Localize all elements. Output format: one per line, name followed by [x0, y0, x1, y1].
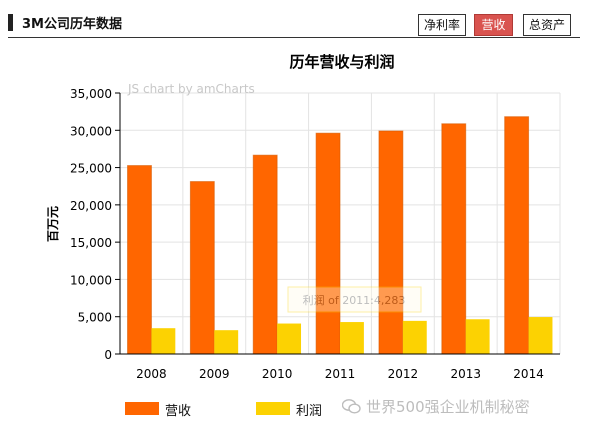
legend-swatch-revenue	[125, 402, 159, 415]
revenue-bar[interactable]	[189, 181, 215, 355]
profit-bar[interactable]	[465, 319, 490, 354]
x-tick-label: 2008	[136, 367, 167, 381]
chart-title: 历年营收与利润	[289, 53, 394, 71]
profit-bar[interactable]	[214, 330, 239, 354]
x-tick-label: 2011	[325, 367, 356, 381]
y-axis-label: 百万元	[46, 206, 60, 242]
y-tick-label: 35,000	[70, 87, 112, 101]
revenue-bar[interactable]	[252, 154, 278, 355]
tab-total-assets[interactable]: 总资产	[523, 14, 571, 36]
x-tick-label: 2009	[199, 367, 230, 381]
watermark: 世界500强企业机制秘密	[342, 396, 530, 417]
tab-net-margin[interactable]: 净利率	[418, 14, 466, 36]
y-tick-label: 0	[104, 348, 112, 362]
x-tick-label: 2010	[262, 367, 293, 381]
profit-bar[interactable]	[151, 328, 176, 354]
revenue-bar[interactable]	[315, 132, 341, 355]
title-marker	[8, 14, 13, 31]
legend-label-revenue: 营收	[165, 404, 192, 419]
profit-bar[interactable]	[528, 317, 553, 354]
watermark-text: 世界500强企业机制秘密	[366, 398, 530, 416]
profit-bar[interactable]	[277, 323, 302, 354]
legend-swatch-profit	[256, 402, 290, 415]
y-tick-label: 30,000	[70, 124, 112, 138]
x-tick-label: 2012	[388, 367, 419, 381]
header-divider	[8, 37, 580, 38]
panel-header: 3M公司历年数据	[0, 0, 590, 40]
chart-credit[interactable]: JS chart by amCharts	[127, 82, 255, 96]
chart-tooltip: 利润 of 2011:4,283	[287, 286, 422, 313]
legend-label-profit: 利润	[296, 404, 323, 419]
revenue-bar[interactable]	[127, 165, 152, 355]
profit-bar[interactable]	[402, 320, 427, 354]
y-tick-label: 15,000	[70, 236, 112, 250]
x-tick-label: 2014	[513, 367, 544, 381]
tab-revenue[interactable]: 营收	[474, 14, 513, 36]
y-tick-label: 20,000	[70, 199, 112, 213]
revenue-bar[interactable]	[378, 130, 404, 355]
revenue-bar[interactable]	[504, 116, 530, 355]
y-tick-label: 5,000	[78, 311, 112, 325]
revenue-bar[interactable]	[441, 123, 467, 355]
profit-bar[interactable]	[340, 322, 364, 354]
panel-title: 3M公司历年数据	[22, 17, 122, 32]
y-tick-label: 10,000	[70, 273, 112, 287]
chart-tooltip-text: 利润 of 2011:4,283	[303, 293, 406, 307]
x-tick-label: 2013	[450, 367, 481, 381]
y-tick-label: 25,000	[70, 162, 112, 176]
wechat-icon	[342, 399, 361, 414]
